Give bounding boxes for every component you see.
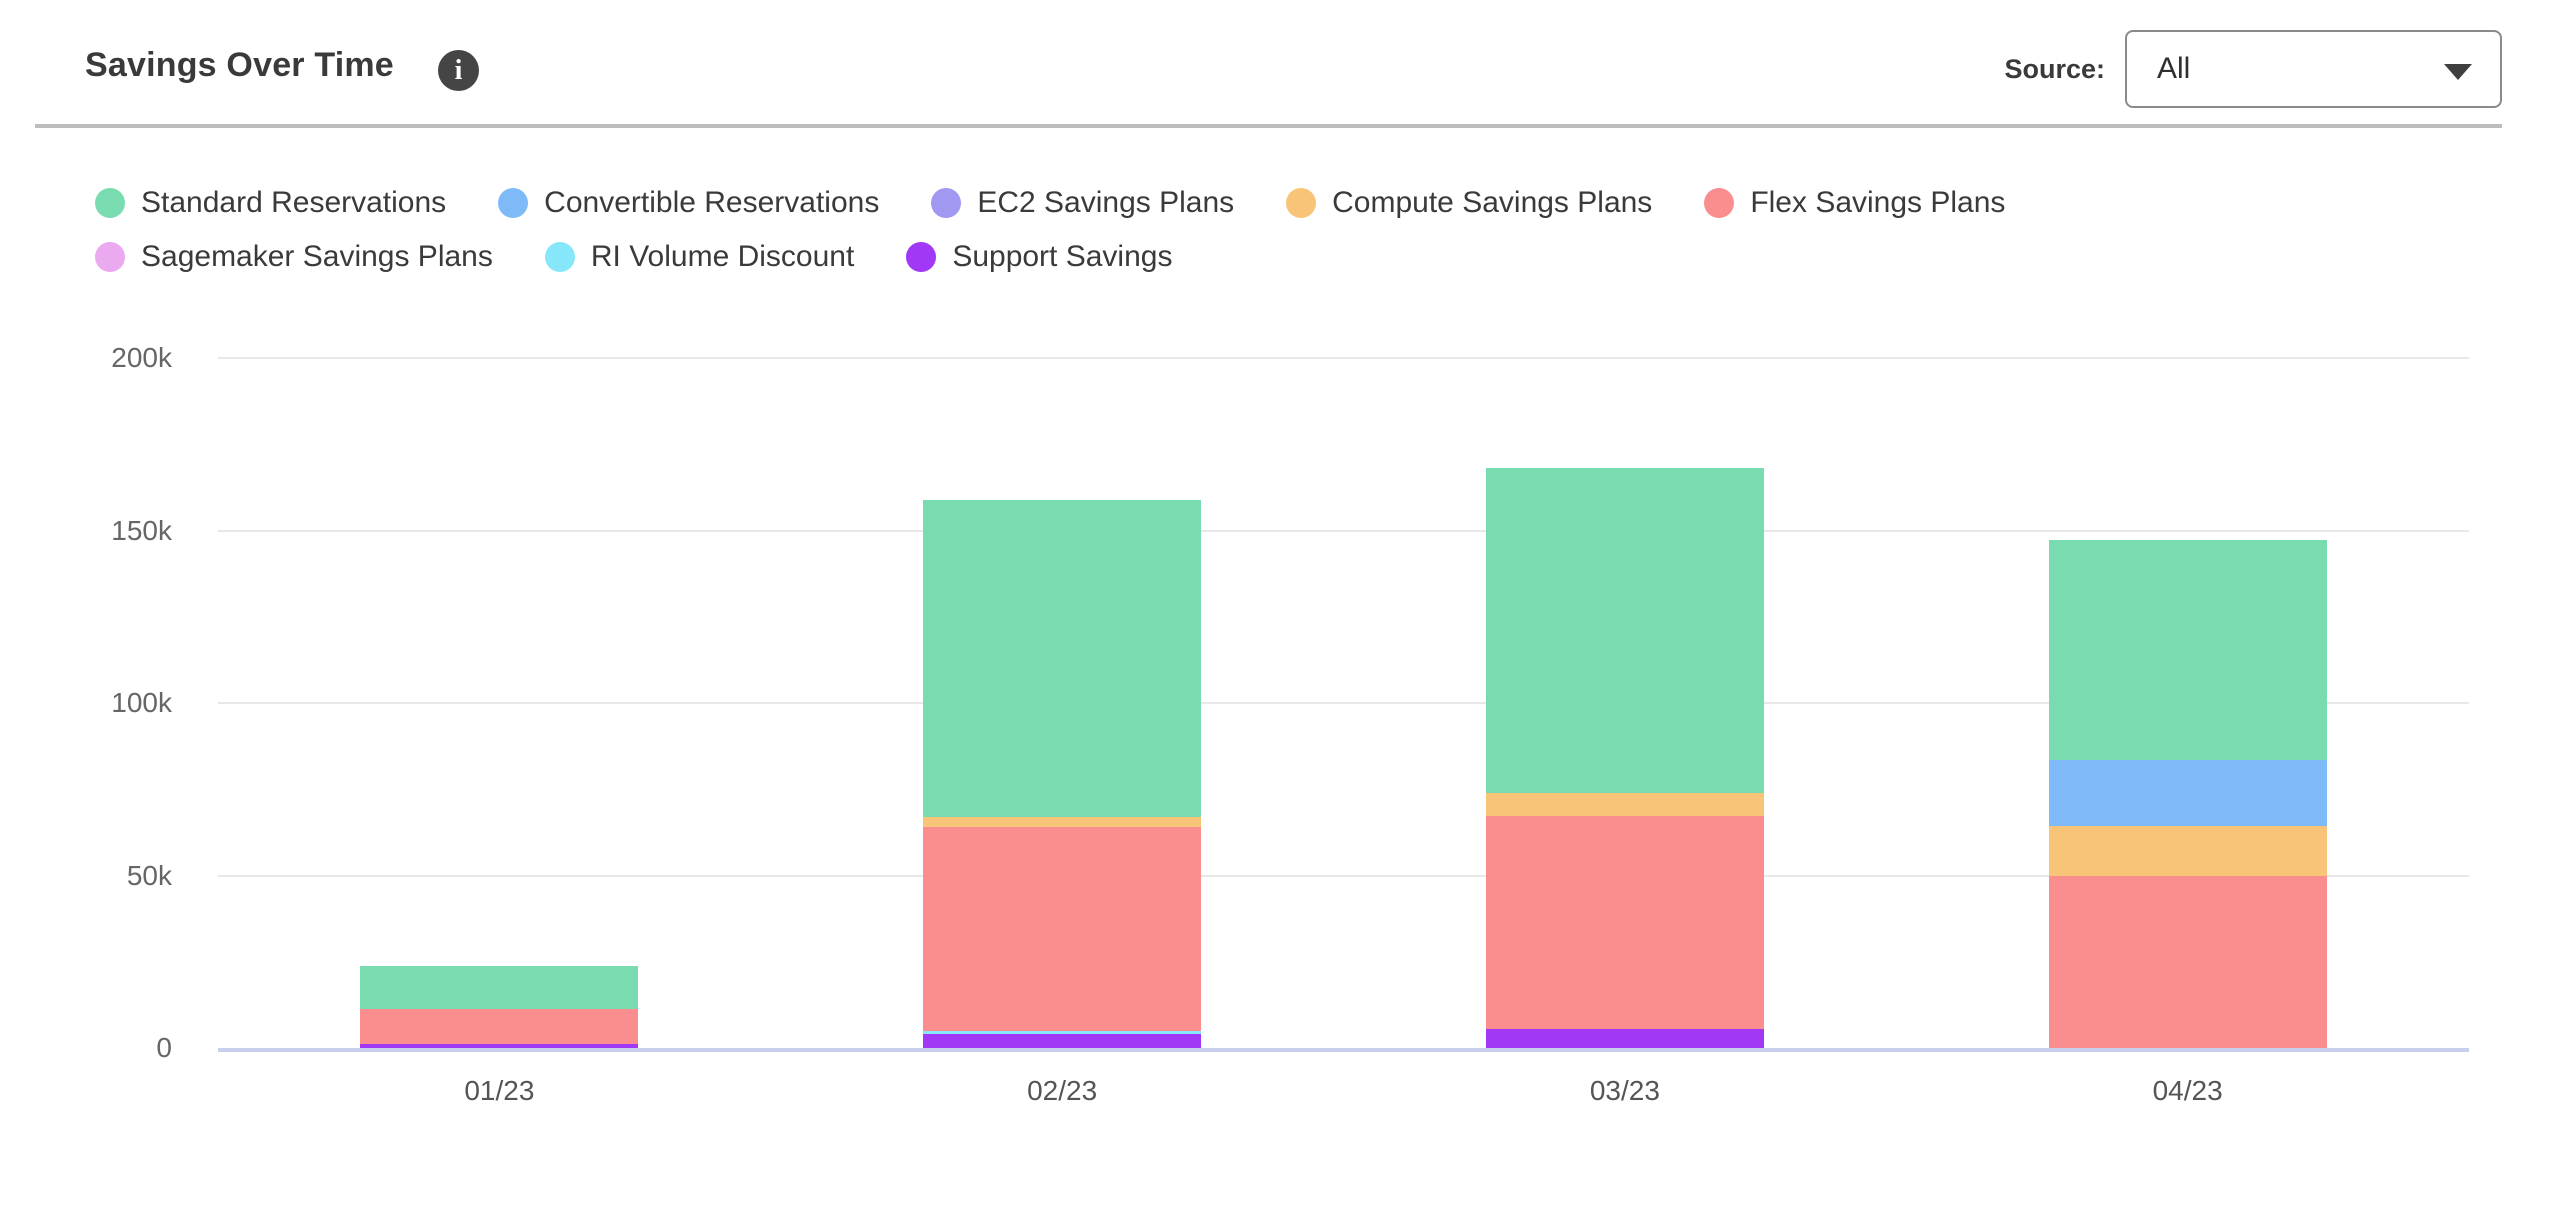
legend-label: Standard Reservations <box>141 186 447 219</box>
legend-dot-icon <box>1286 188 1317 218</box>
bar-segment-compute-savings-plans-02-23[interactable] <box>923 817 1202 828</box>
legend-dot-icon <box>906 242 937 272</box>
info-icon[interactable]: i <box>438 50 479 91</box>
bar-segment-standard-reservations-03-23[interactable] <box>1485 468 1764 794</box>
legend-label: Sagemaker Savings Plans <box>141 240 493 273</box>
bar-segment-standard-reservations-01-23[interactable] <box>360 966 639 1009</box>
source-dropdown[interactable]: All <box>2125 30 2502 108</box>
legend-label: Flex Savings Plans <box>1750 186 2006 219</box>
bar-segment-standard-reservations-04-23[interactable] <box>2048 540 2327 760</box>
y-axis-tick-label: 150k <box>111 514 172 546</box>
bar-segment-compute-savings-plans-04-23[interactable] <box>2048 825 2327 876</box>
bar-segment-flex-savings-plans-01-23[interactable] <box>360 1008 639 1044</box>
source-dropdown-value: All <box>2157 52 2191 85</box>
bar-segment-support-savings-03-23[interactable] <box>1485 1029 1764 1048</box>
y-gridline <box>218 702 2469 704</box>
info-icon-glyph: i <box>454 54 463 86</box>
bar-segment-standard-reservations-02-23[interactable] <box>923 500 1202 818</box>
legend-label: Support Savings <box>952 240 1173 273</box>
y-axis-tick-label: 0 <box>156 1032 172 1063</box>
legend-item-convertible-reservations[interactable]: Convertible Reservations <box>498 186 879 220</box>
legend-label: Convertible Reservations <box>544 186 880 219</box>
bar-segment-convertible-reservations-04-23[interactable] <box>2048 759 2327 826</box>
legend-label: EC2 Savings Plans <box>977 186 1235 219</box>
y-axis-tick-label: 100k <box>111 687 172 718</box>
legend-dot-icon <box>95 188 125 218</box>
legend-dot-icon <box>931 188 962 218</box>
y-axis-tick-label: 200k <box>111 342 172 373</box>
legend-dot-icon <box>1704 188 1735 218</box>
bar-segment-support-savings-01-23[interactable] <box>360 1043 639 1048</box>
legend-item-standard-reservations[interactable]: Standard Reservations <box>95 186 446 220</box>
legend-dot-icon <box>544 242 575 272</box>
x-axis-label: 01/23 <box>464 1075 535 1106</box>
x-axis-line <box>218 1048 2469 1052</box>
legend-dot-icon <box>498 188 529 218</box>
x-axis-label: 04/23 <box>2152 1075 2223 1106</box>
x-axis-label: 02/23 <box>1027 1075 1098 1106</box>
y-gridline <box>218 529 2469 532</box>
legend-item-ri-volume-discount[interactable]: RI Volume Discount <box>544 240 855 274</box>
y-gridline <box>218 874 2469 877</box>
legend-item-flex-savings-plans[interactable]: Flex Savings Plans <box>1704 186 2005 220</box>
source-label: Source: <box>2004 54 2105 84</box>
legend-item-compute-savings-plans[interactable]: Compute Savings Plans <box>1286 186 1652 220</box>
legend-dot-icon <box>95 242 125 272</box>
bar-segment-flex-savings-plans-04-23[interactable] <box>2048 875 2327 1048</box>
legend-item-support-savings[interactable]: Support Savings <box>906 240 1172 274</box>
legend-item-sagemaker-savings-plans[interactable]: Sagemaker Savings Plans <box>95 240 493 274</box>
legend-label: Compute Savings Plans <box>1332 186 1653 219</box>
chart-legend: Standard Reservations Convertible Reserva… <box>95 186 2375 274</box>
header-divider <box>35 124 2502 128</box>
bar-segment-compute-savings-plans-03-23[interactable] <box>1485 793 1764 816</box>
caret-down-icon <box>2444 64 2472 80</box>
bar-segment-flex-savings-plans-02-23[interactable] <box>923 827 1202 1031</box>
x-axis-label: 03/23 <box>1589 1075 1660 1106</box>
bar-segment-ri-volume-discount-02-23[interactable] <box>923 1030 1202 1034</box>
bar-segment-flex-savings-plans-03-23[interactable] <box>1485 815 1764 1030</box>
legend-label: RI Volume Discount <box>590 240 855 273</box>
y-gridline <box>218 357 2469 359</box>
page-title: Savings Over Time <box>85 46 394 84</box>
y-axis-tick-label: 50k <box>126 859 172 891</box>
legend-item-ec2-savings-plans[interactable]: EC2 Savings Plans <box>931 186 1234 220</box>
bar-segment-support-savings-02-23[interactable] <box>923 1033 1202 1048</box>
